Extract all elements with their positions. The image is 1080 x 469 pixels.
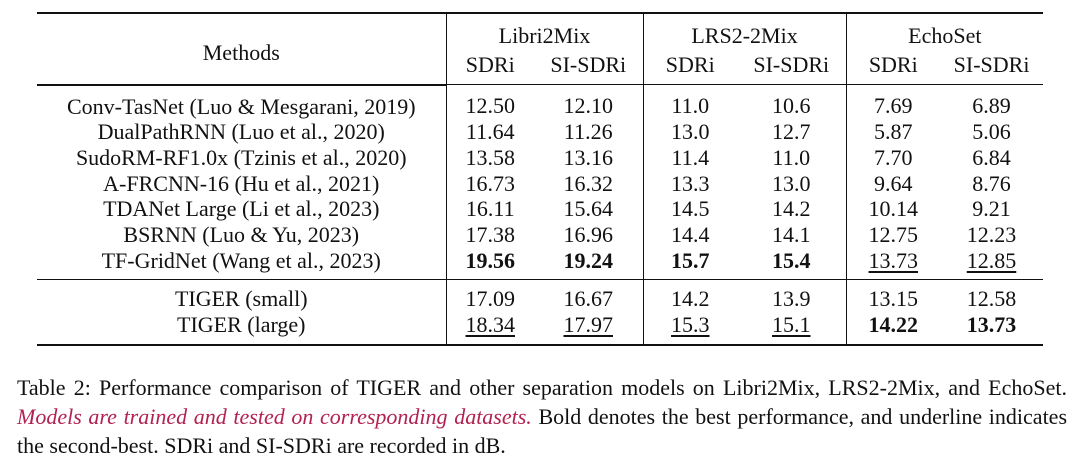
- value-cell: 8.76: [972, 170, 1011, 196]
- value-cell: 14.2: [643, 279, 738, 313]
- value-cell: 11.0: [671, 93, 710, 119]
- table-row: TDANet Large (Li et al., 2023) 16.11 15.…: [37, 196, 1043, 223]
- value-cell: 13.0: [737, 170, 847, 197]
- value-cell: 5.87: [874, 119, 913, 145]
- second-best-value: 18.34: [465, 312, 516, 338]
- caption-highlight: Models are trained and tested on corresp…: [17, 404, 532, 429]
- value-cell: 13.73: [966, 312, 1017, 338]
- method-name: A-FRCNN-16 (Hu et al., 2021): [37, 170, 447, 197]
- metric-header: SDRi: [446, 50, 534, 85]
- value-cell: 16.96: [534, 222, 644, 248]
- value-cell: 15.4: [737, 247, 847, 280]
- value-cell: 10.6: [737, 84, 847, 120]
- group-header-lrs2-2mix: LRS2-2Mix: [643, 13, 847, 50]
- value-cell: 9.21: [972, 196, 1011, 222]
- methods-header: Methods: [37, 13, 447, 86]
- method-name: Conv-TasNet (Luo & Mesgarani, 2019): [37, 84, 447, 120]
- value-cell: 7.69: [874, 93, 913, 119]
- value-cell: 11.4: [671, 144, 710, 170]
- group-header-libri2mix: Libri2Mix: [446, 13, 644, 50]
- caption-text: Performance comparison of TIGER and othe…: [98, 375, 1067, 400]
- second-best-value: 15.1: [772, 312, 811, 338]
- value-cell: 13.0: [671, 119, 710, 145]
- table-caption: Table 2: Performance comparison of TIGER…: [17, 373, 1067, 460]
- value-cell: 16.73: [465, 170, 516, 196]
- value-cell: 13.3: [671, 170, 710, 196]
- value-cell: 11.0: [737, 144, 847, 171]
- value-cell: 16.67: [534, 279, 644, 313]
- value-cell: 12.10: [534, 84, 644, 120]
- value-cell: 6.84: [972, 144, 1011, 170]
- table-row: TIGER (large) 18.34 17.97 15.3 15.1 14.2…: [37, 312, 1044, 345]
- value-cell: 16.32: [534, 170, 644, 197]
- value-cell: 7.70: [874, 144, 913, 170]
- table-row: A-FRCNN-16 (Hu et al., 2021) 16.73 16.32…: [37, 170, 1043, 197]
- value-cell: 14.22: [868, 312, 919, 338]
- value-cell: 14.5: [671, 196, 710, 222]
- value-cell: 14.1: [737, 222, 847, 248]
- metric-header: SI-SDRi: [534, 50, 644, 85]
- value-cell: 14.2: [737, 196, 847, 223]
- results-table-container: Methods Libri2Mix LRS2-2Mix EchoSet SDRi…: [37, 12, 1044, 346]
- caption-label: Table 2:: [17, 375, 91, 400]
- table-row: Conv-TasNet (Luo & Mesgarani, 2019) 12.5…: [37, 84, 1043, 120]
- value-cell: 6.89: [972, 93, 1011, 119]
- group-header-echoset: EchoSet: [908, 23, 982, 48]
- value-cell: 18.34: [446, 312, 534, 345]
- value-cell: 14.4: [671, 222, 710, 248]
- table-row: BSRNN (Luo & Yu, 2023) 17.38 16.96 14.4 …: [37, 222, 1043, 248]
- second-best-value: 17.97: [563, 312, 614, 338]
- value-cell: 12.50: [465, 93, 516, 119]
- value-cell: 17.97: [534, 312, 644, 345]
- second-best-value: 15.3: [671, 312, 710, 338]
- method-name: TDANet Large (Li et al., 2023): [37, 196, 447, 223]
- value-cell: 13.16: [534, 144, 644, 171]
- caption-text-end: Bold denotes the best performance, and u…: [17, 404, 1068, 458]
- table-row: SudoRM-RF1.0x (Tzinis et al., 2020) 13.5…: [37, 144, 1043, 171]
- table-row: TIGER (small) 17.09 16.67 14.2 13.9 13.1…: [37, 279, 1044, 313]
- value-cell: 13.58: [465, 144, 516, 170]
- value-cell: 12.23: [966, 222, 1017, 248]
- value-cell: 13.9: [737, 279, 847, 313]
- metric-header: SI-SDRi: [737, 50, 847, 85]
- value-cell: 12.58: [940, 279, 1044, 313]
- value-cell: 10.14: [868, 196, 919, 222]
- method-name: TIGER (small): [37, 279, 447, 313]
- second-best-value: 12.85: [966, 247, 1017, 273]
- value-cell: 12.75: [868, 222, 919, 248]
- method-name: TIGER (large): [37, 312, 447, 345]
- value-cell: 15.3: [643, 312, 737, 345]
- table-row: DualPathRNN (Luo et al., 2020) 11.64 11.…: [37, 119, 1043, 145]
- value-cell: 11.64: [465, 119, 515, 145]
- method-name: TF-GridNet (Wang et al., 2023): [37, 247, 447, 280]
- value-cell: 15.1: [737, 312, 847, 345]
- method-name: DualPathRNN (Luo et al., 2020): [37, 119, 447, 145]
- value-cell: 17.38: [465, 222, 516, 248]
- value-cell: 12.7: [737, 119, 847, 145]
- method-name: BSRNN (Luo & Yu, 2023): [37, 222, 447, 248]
- value-cell: 16.11: [465, 196, 515, 222]
- method-name: SudoRM-RF1.0x (Tzinis et al., 2020): [37, 144, 447, 171]
- value-cell: 9.64: [874, 170, 913, 196]
- value-cell: 13.15: [846, 279, 941, 313]
- metric-header: SDRi: [846, 50, 941, 85]
- value-cell: 19.56: [465, 247, 516, 273]
- value-cell: 13.73: [846, 248, 940, 280]
- table-row: TF-GridNet (Wang et al., 2023) 19.56 19.…: [37, 247, 1043, 280]
- value-cell: 15.7: [671, 247, 710, 273]
- value-cell: 12.85: [940, 248, 1043, 280]
- value-cell: 17.09: [446, 279, 534, 313]
- value-cell: 11.26: [534, 119, 644, 145]
- value-cell: 15.64: [534, 196, 644, 223]
- second-best-value: 13.73: [868, 247, 919, 273]
- metric-header: SDRi: [643, 50, 738, 85]
- metric-header: SI-SDRi: [940, 50, 1044, 85]
- value-cell: 5.06: [972, 119, 1011, 145]
- value-cell: 19.24: [534, 247, 644, 280]
- results-table: Methods Libri2Mix LRS2-2Mix EchoSet SDRi…: [37, 12, 1044, 346]
